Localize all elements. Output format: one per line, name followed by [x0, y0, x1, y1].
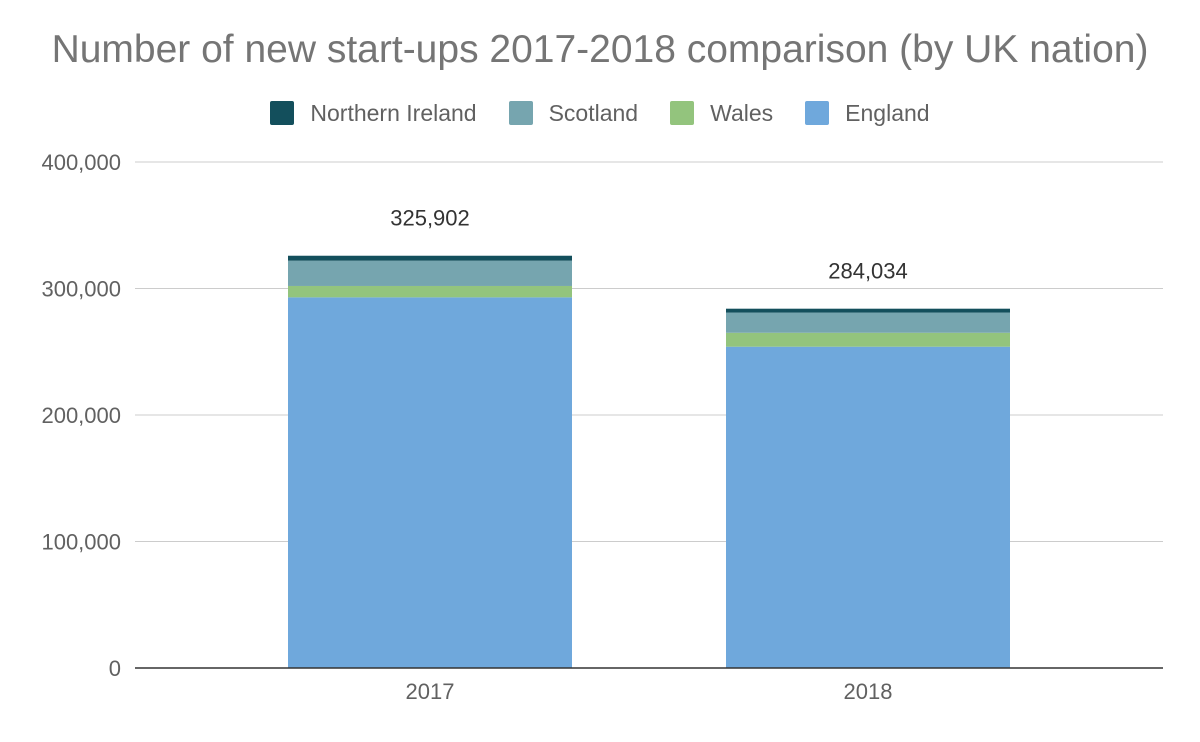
y-tick-label-1: 100,000 [41, 530, 121, 555]
axes: 0 100,000 200,000 300,000 400,000 2017 2018 [41, 150, 1163, 704]
legend-item-england[interactable]: England [805, 99, 930, 127]
legend-label-scotland: Scotland [548, 99, 639, 126]
legend-label-wales: Wales [710, 99, 774, 126]
y-tick-label-2: 200,000 [41, 403, 121, 428]
x-tick-label-2018: 2018 [844, 679, 893, 704]
chart-title: Number of new start-ups 2017-2018 compar… [51, 28, 1149, 71]
legend: Northern Ireland Scotland Wales England [0, 98, 1200, 128]
total-label-2018: 284,034 [828, 259, 908, 284]
legend-swatch-england [805, 101, 830, 125]
legend-item-scotland[interactable]: Scotland [508, 99, 639, 127]
total-label-2017: 325,902 [390, 206, 470, 231]
legend-label-northern-ireland: Northern Ireland [310, 99, 477, 126]
legend-label-england: England [845, 99, 930, 126]
bar-2017-scotland[interactable] [288, 260, 572, 286]
legend-swatch-scotland [508, 101, 533, 125]
bar-2018-england[interactable] [726, 346, 1010, 668]
bar-2017-england[interactable] [288, 297, 572, 668]
bar-2018-northern-ireland[interactable] [726, 308, 1010, 313]
bars [288, 255, 1010, 668]
legend-swatch-northern-ireland [270, 101, 295, 125]
bar-2017-wales[interactable] [288, 285, 572, 298]
bar-2018-scotland[interactable] [726, 312, 1010, 333]
legend-item-northern-ireland[interactable]: Northern Ireland [270, 99, 477, 127]
y-tick-label-4: 400,000 [41, 150, 121, 175]
x-tick-label-2017: 2017 [406, 679, 455, 704]
y-tick-label-3: 300,000 [41, 277, 121, 302]
bar-2018-wales[interactable] [726, 332, 1010, 347]
y-tick-label-0: 0 [109, 656, 121, 681]
labels: 325,902 284,034 [390, 206, 908, 284]
bar-2017-northern-ireland[interactable] [288, 255, 572, 261]
legend-item-wales[interactable]: Wales [670, 100, 773, 127]
legend-swatch-wales [670, 101, 695, 125]
